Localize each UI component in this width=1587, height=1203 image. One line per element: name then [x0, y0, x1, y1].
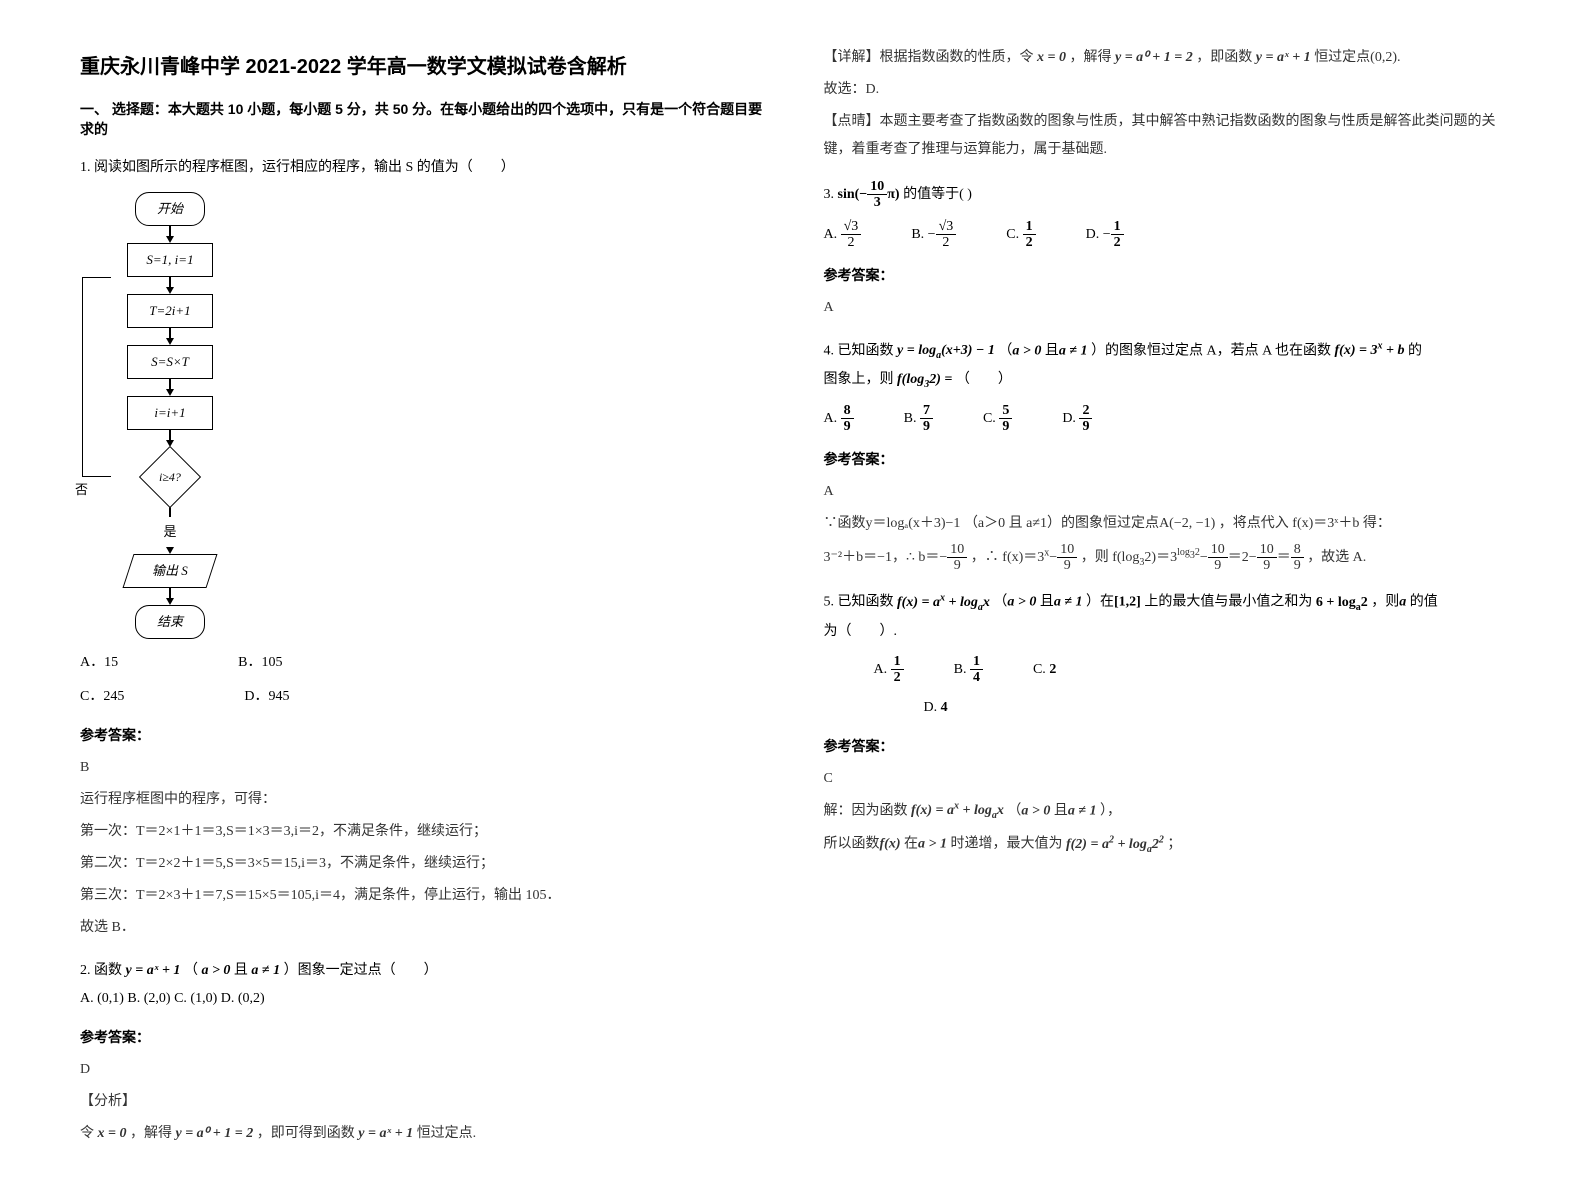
- q1-exp3: 第二次：T＝2×2＋1＝5,S＝3×5＝15,i＝3，不满足条件，继续运行；: [80, 850, 764, 878]
- q1-exp1: 运行程序框图中的程序，可得：: [80, 786, 764, 814]
- flow-i: i=i+1: [127, 396, 213, 430]
- flow-end: 结束: [135, 605, 205, 639]
- q1-answer-label: 参考答案：: [80, 721, 764, 749]
- q1-flowchart: 开始 S=1, i=1 T=2i+1 S=S×T i=i+1 否 i≥4? 是: [110, 192, 230, 639]
- q2-exp1: 令 x = 0 ，解得 y = a⁰ + 1 = 2 ，即可得到函数 y = a…: [80, 1120, 764, 1148]
- q5-exp2: 所以函数f(x) 在a > 1 时递增，最大值为 f(2) = a2 + log…: [824, 830, 1508, 859]
- col2-exp2: 故选：D.: [824, 76, 1508, 104]
- flow-start: 开始: [135, 192, 205, 226]
- q3-opt-a: A. √32: [824, 219, 862, 251]
- question-1: 1. 阅读如图所示的程序框图，运行相应的程序，输出 S 的值为（ ） 开始 S=…: [80, 154, 764, 942]
- page-title: 重庆永川青峰中学 2021-2022 学年高一数学文模拟试卷含解析: [80, 50, 764, 79]
- col2-exp3: 【点晴】本题主要考查了指数函数的图象与性质，其中解答中熟记指数函数的图象与性质是…: [824, 108, 1508, 164]
- q5-opt-c: C. 2: [1033, 656, 1056, 684]
- q3-answer: A: [824, 294, 1508, 322]
- q2-answer: D: [80, 1056, 764, 1084]
- q4-exp2: 3⁻²＋b＝−1，∴ b＝−109 ，∴ f(x)＝3x−109 ，则 f(lo…: [824, 542, 1508, 574]
- right-column: 【详解】根据指数函数的性质，令 x = 0 ，解得 y = a⁰ + 1 = 2…: [824, 40, 1508, 1163]
- flow-cond: i≥4?: [139, 446, 201, 508]
- q1-exp2: 第一次：T＝2×1＋1＝3,S＝1×3＝3,i＝2，不满足条件，继续运行；: [80, 818, 764, 846]
- q2-tag1: 【分析】: [80, 1088, 764, 1116]
- q4-answer-label: 参考答案：: [824, 445, 1508, 473]
- q2-stem: 2. 函数 y = aˣ + 1 （ a > 0 且 a ≠ 1 ）图象一定过点…: [80, 957, 764, 985]
- q4-stem: 4. 已知函数 y = loga(x+3) − 1 （a > 0 且a ≠ 1 …: [824, 337, 1508, 366]
- question-2: 2. 函数 y = aˣ + 1 （ a > 0 且 a ≠ 1 ）图象一定过点…: [80, 957, 764, 1148]
- q1-answer: B: [80, 754, 764, 782]
- q5-opt-d: D. 4: [924, 694, 948, 722]
- flow-s: S=S×T: [127, 345, 213, 379]
- q3-opt-b: B. −√32: [911, 219, 956, 251]
- section-heading: 一、 选择题：本大题共 10 小题，每小题 5 分，共 50 分。在每小题给出的…: [80, 99, 764, 139]
- q2-answer-label: 参考答案：: [80, 1023, 764, 1051]
- q5-answer-label: 参考答案：: [824, 732, 1508, 760]
- q4-opt-d: D. 29: [1062, 403, 1092, 435]
- q4-opt-a: A. 89: [824, 403, 854, 435]
- q4-exp1: ∵函数y＝logₐ(x＋3)−1 （a＞0 且 a≠1）的图象恒过定点A(−2,…: [824, 510, 1508, 538]
- q1-opt-d: D．945: [244, 683, 289, 711]
- q3-opt-c: C. 12: [1006, 219, 1035, 251]
- q5-opt-b: B. 14: [954, 654, 983, 686]
- q1-stem: 1. 阅读如图所示的程序框图，运行相应的程序，输出 S 的值为（ ）: [80, 154, 764, 182]
- q4-opt-c: C. 59: [983, 403, 1012, 435]
- q5-answer: C: [824, 765, 1508, 793]
- flow-out: 输出 S: [122, 554, 217, 588]
- flow-t: T=2i+1: [127, 294, 213, 328]
- q3-opt-d: D. −12: [1086, 219, 1124, 251]
- q1-opt-b: B．105: [238, 649, 282, 677]
- q3-stem: 3. sin(−103π) 的值等于( ): [824, 179, 1508, 211]
- q4-opt-b: B. 79: [904, 403, 933, 435]
- left-column: 重庆永川青峰中学 2021-2022 学年高一数学文模拟试卷含解析 一、 选择题…: [80, 40, 764, 1163]
- q2-formula: y = aˣ + 1: [126, 963, 181, 978]
- q5-opt-a: A. 12: [874, 654, 904, 686]
- q1-opt-c: C．245: [80, 683, 124, 711]
- question-4: 4. 已知函数 y = loga(x+3) − 1 （a > 0 且a ≠ 1 …: [824, 337, 1508, 574]
- question-5: 5. 已知函数 f(x) = ax + logax （a > 0 且a ≠ 1 …: [824, 588, 1508, 859]
- col2-exp1: 【详解】根据指数函数的性质，令 x = 0 ，解得 y = a⁰ + 1 = 2…: [824, 44, 1508, 72]
- q4-answer: A: [824, 478, 1508, 506]
- question-3: 3. sin(−103π) 的值等于( ) A. √32 B. −√32 C. …: [824, 179, 1508, 322]
- flow-init: S=1, i=1: [127, 243, 213, 277]
- q1-exp5: 故选 B．: [80, 914, 764, 942]
- q2-opts: A. (0,1) B. (2,0) C. (1,0) D. (0,2): [80, 985, 764, 1013]
- q3-answer-label: 参考答案：: [824, 261, 1508, 289]
- flow-no: 否: [75, 477, 88, 503]
- q5-stem: 5. 已知函数 f(x) = ax + logax （a > 0 且a ≠ 1 …: [824, 588, 1508, 617]
- q1-exp4: 第三次：T＝2×3＋1＝7,S＝15×5＝105,i＝4，满足条件，停止运行，输…: [80, 882, 764, 910]
- q5-exp1: 解：因为函数 f(x) = ax + logax （a > 0 且a ≠ 1 ）…: [824, 797, 1508, 826]
- flow-yes: 是: [110, 519, 230, 545]
- q1-opt-a: A．15: [80, 649, 118, 677]
